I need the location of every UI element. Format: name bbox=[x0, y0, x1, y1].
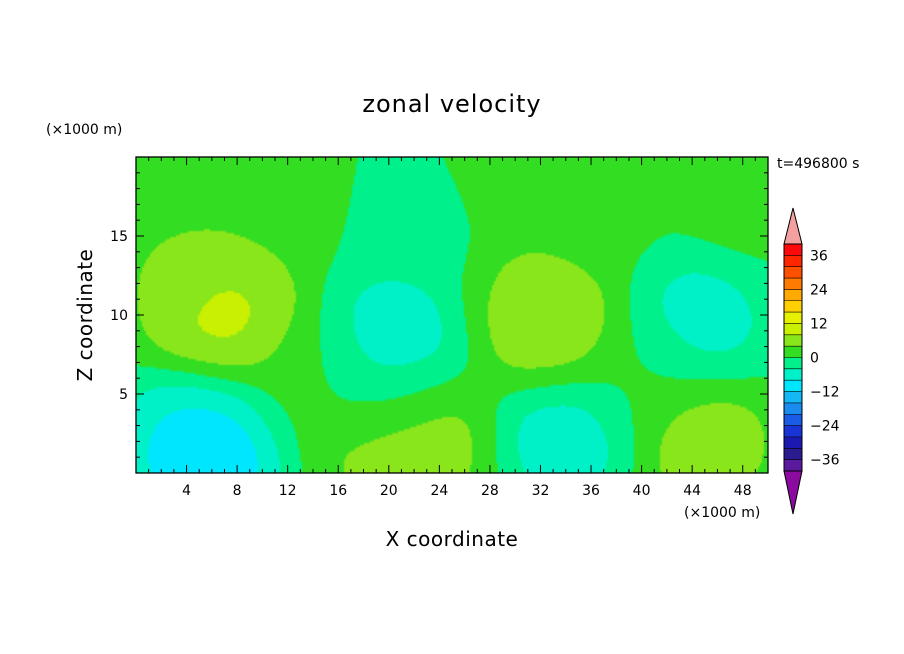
x-axis-label: X coordinate bbox=[386, 527, 519, 551]
x-tick-label: 44 bbox=[683, 483, 701, 499]
colorbar-segment bbox=[784, 334, 802, 347]
colorbar-segment bbox=[784, 402, 802, 415]
colorbar-tick-label: −36 bbox=[810, 453, 840, 469]
x-unit-label: (×1000 m) bbox=[684, 505, 760, 521]
colorbar: −36 −24 −12 0 12 24 36 bbox=[783, 207, 840, 515]
y-tick-label: 5 bbox=[119, 387, 128, 403]
colorbar-segment bbox=[784, 266, 802, 279]
x-tick-label: 20 bbox=[380, 483, 398, 499]
colorbar-segment bbox=[784, 255, 802, 267]
colorbar-segment bbox=[784, 414, 802, 426]
time-label: t=496800 s bbox=[777, 156, 859, 172]
colorbar-segment bbox=[784, 323, 802, 336]
colorbar-segment bbox=[784, 368, 802, 381]
x-tick-label: 48 bbox=[734, 483, 752, 499]
colorbar-segment bbox=[784, 459, 802, 472]
x-tick-label: 4 bbox=[182, 483, 191, 499]
colorbar-tick-label: 0 bbox=[810, 351, 819, 367]
colorbar-segment bbox=[784, 300, 802, 313]
x-tick-label: 24 bbox=[430, 483, 448, 499]
x-tick-label: 12 bbox=[279, 483, 297, 499]
colorbar-under-arrow bbox=[783, 470, 803, 515]
x-tick-label: 40 bbox=[633, 483, 651, 499]
colorbar-tick-label: −12 bbox=[810, 385, 840, 401]
colorbar-segment bbox=[784, 312, 802, 324]
colorbar-tick-label: 24 bbox=[810, 282, 828, 298]
x-tick-label: 36 bbox=[582, 483, 600, 499]
colorbar-segment bbox=[784, 391, 802, 404]
colorbar-tick-label: 36 bbox=[810, 248, 828, 264]
y-tick-label: 10 bbox=[110, 308, 128, 324]
chart-title: zonal velocity bbox=[362, 90, 541, 118]
colorbar-segment bbox=[784, 278, 802, 290]
colorbar-tick-label: −24 bbox=[810, 419, 840, 435]
colorbar-segment bbox=[784, 448, 802, 460]
colorbar-tick-label: 12 bbox=[810, 316, 828, 332]
y-unit-label: (×1000 m) bbox=[46, 122, 122, 138]
colorbar-segment bbox=[784, 425, 802, 438]
velocity-contour-field bbox=[136, 157, 768, 473]
x-tick-label: 16 bbox=[329, 483, 347, 499]
colorbar-segment bbox=[784, 357, 802, 370]
x-tick-label: 28 bbox=[481, 483, 499, 499]
y-tick-label: 15 bbox=[110, 229, 128, 245]
colorbar-segment bbox=[784, 346, 802, 358]
x-tick-label: 8 bbox=[233, 483, 242, 499]
colorbar-segment bbox=[784, 380, 802, 392]
x-tick-label: 32 bbox=[532, 483, 550, 499]
colorbar-segment bbox=[784, 289, 802, 302]
y-axis-label: Z coordinate bbox=[73, 249, 97, 382]
colorbar-over-arrow bbox=[783, 207, 803, 245]
x-axis-ticks: 4 8 12 16 20 24 28 32 36 40 44 48 bbox=[148, 157, 756, 499]
colorbar-segment bbox=[784, 244, 802, 256]
y-axis-ticks: 5 10 15 bbox=[110, 172, 768, 458]
colorbar-segment bbox=[784, 436, 802, 449]
